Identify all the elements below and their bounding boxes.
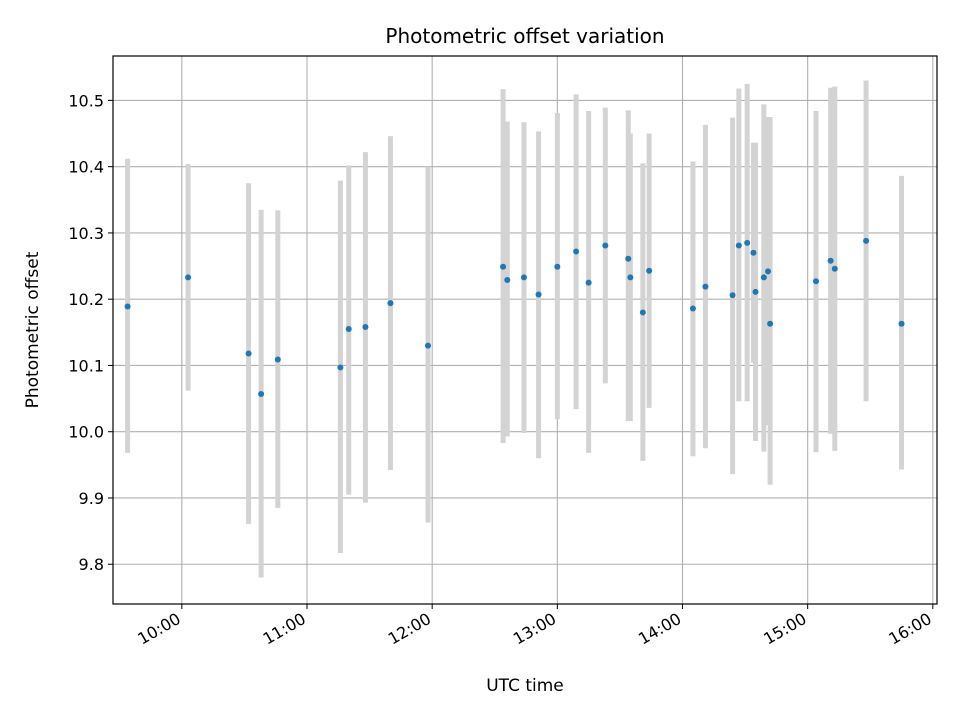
y-axis-title: Photometric offset (23, 251, 43, 408)
data-point (535, 291, 542, 298)
x-axis-title: UTC time (486, 676, 564, 696)
data-point (573, 248, 580, 255)
data-point (729, 292, 736, 299)
data-point (337, 364, 344, 371)
y-axis-ticks: 9.8 9.9 10.0 10.1 10.2 10.3 10.4 10.5 (68, 91, 113, 574)
y-tick-label: 10.0 (68, 423, 104, 442)
data-point (585, 279, 592, 286)
data-point (689, 305, 696, 312)
data-point (767, 320, 774, 327)
data-point (646, 267, 653, 274)
data-point (625, 255, 632, 262)
data-point (245, 350, 252, 357)
y-tick-label: 9.8 (79, 555, 104, 574)
data-point (702, 283, 709, 290)
data-point (258, 390, 265, 397)
data-points (124, 237, 905, 397)
data-point (345, 326, 352, 333)
data-point (627, 274, 634, 281)
data-point (362, 324, 369, 331)
y-tick-label: 10.5 (68, 91, 104, 110)
data-point (863, 237, 870, 244)
data-point (500, 263, 507, 270)
y-tick-label: 10.1 (68, 356, 104, 375)
data-point (387, 300, 394, 307)
plot-frame (112, 55, 938, 605)
y-tick-label: 10.2 (68, 290, 104, 309)
data-point (765, 268, 772, 275)
data-point (554, 263, 561, 270)
data-point (735, 242, 742, 249)
y-tick-label: 10.4 (68, 158, 104, 177)
y-tick-label: 10.3 (68, 224, 104, 243)
data-point (124, 303, 131, 310)
data-point (504, 276, 511, 283)
data-point (424, 342, 431, 349)
data-point (274, 356, 281, 363)
y-tick-label: 9.9 (79, 489, 104, 508)
data-point (760, 274, 767, 281)
data-point (750, 249, 757, 256)
data-point (898, 320, 905, 327)
data-point (602, 242, 609, 249)
chart-title: Photometric offset variation (385, 24, 664, 48)
data-point (831, 265, 838, 272)
data-point (752, 288, 759, 295)
data-point (520, 274, 527, 281)
data-point (827, 257, 834, 264)
data-point (813, 278, 820, 285)
data-point (639, 309, 646, 316)
data-point (744, 239, 751, 246)
data-point (185, 274, 192, 281)
